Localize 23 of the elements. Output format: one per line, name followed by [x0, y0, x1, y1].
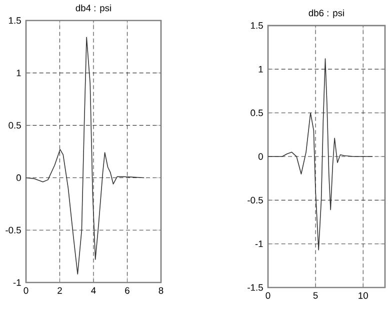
x-tick-label: 4	[91, 287, 96, 294]
chart-title: db6 : psi	[308, 10, 344, 18]
y-tick-label: 1	[258, 66, 263, 73]
x-tick-label: 2	[58, 287, 62, 294]
y-tick-label: 0	[16, 174, 21, 182]
x-tick-label: 6	[125, 287, 130, 294]
x-tick-label: 10	[358, 292, 368, 300]
y-tick-label: -0.5	[6, 227, 21, 234]
x-tick-label: 5	[313, 292, 318, 299]
y-tick-label: 0.5	[250, 110, 263, 116]
x-tick-label: 8	[158, 287, 164, 294]
y-tick-label: -1	[13, 280, 21, 286]
y-tick-label: 1	[16, 70, 21, 76]
y-tick-label: 0.5	[8, 122, 21, 129]
y-tick-label: -0.5	[248, 197, 263, 204]
chart-title: db4 : psi	[76, 4, 111, 14]
x-tick-label: 0	[24, 287, 28, 294]
x-tick-label: 0	[266, 292, 270, 300]
y-tick-label: 1.5	[251, 22, 263, 30]
y-tick-label: -1.5	[248, 284, 263, 291]
y-tick-label: -1	[255, 240, 263, 248]
y-tick-label: 1.5	[9, 18, 21, 24]
y-tick-label: 0	[258, 153, 263, 160]
